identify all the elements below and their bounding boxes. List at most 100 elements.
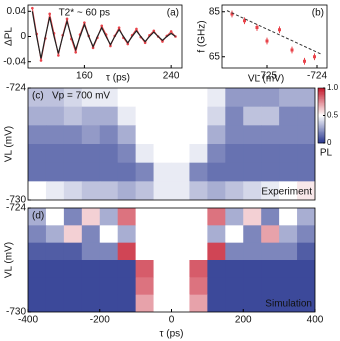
heatmap-cell [225,277,244,296]
heatmap-cell [45,208,65,226]
colorbar-strip [318,115,325,118]
heatmap-cell [279,162,298,182]
y-axis-label: ΔPL [4,27,15,46]
data-point [57,54,60,57]
heatmap-cell [243,162,262,182]
heatmap-cell [63,181,83,200]
heatmap-cell [45,125,65,145]
panel-label: (d) [32,211,44,222]
heatmap-cell [243,125,262,145]
heatmap-cell [153,125,172,145]
colorbar-strip [318,112,325,115]
panel-label: (b) [312,8,324,19]
heatmap-cell [135,162,155,182]
colorbar-strip [318,93,325,96]
heatmap-cell [135,88,155,108]
heatmap-cell [297,144,315,164]
heatmap-cell [243,144,262,164]
heatmap-cell [63,162,83,182]
heatmap-cell [117,277,137,296]
heatmap-cell [207,88,226,108]
colorbar-strip [318,104,325,107]
heatmap-cell [279,106,298,126]
heatmap-cell [153,294,172,312]
colorbar-strip [318,138,325,141]
heatmap-cell [135,208,155,226]
heatmap-cell [81,294,101,312]
heatmap-cell [28,162,47,182]
heatmap-cell [279,277,298,296]
y-axis-label: VL (mV) [4,126,15,162]
heatmap-cell [153,260,172,278]
heatmap-cell [207,208,226,226]
colorbar-strip [318,114,325,116]
colorbar-strip [318,141,325,144]
heatmap-cell [45,88,65,108]
heatmap-cell [261,208,280,226]
colorbar-strip [318,103,325,105]
x-tick-label: 0 [169,315,175,326]
colorbar-strip [318,119,325,122]
heatmap-cell [45,106,65,126]
heatmap-cell [189,106,208,126]
data-point [278,28,281,32]
colorbar-tick-label: 1.0 [327,83,339,92]
data-point [255,26,259,29]
heatmap-cell [279,208,298,226]
data-point [100,24,104,28]
heatmap-cell [81,181,101,200]
heatmap-cell [81,277,101,296]
heatmap-cell [135,181,155,200]
heatmap-cell [28,208,47,226]
heatmap-cell [189,88,208,108]
heatmap-cell [171,162,190,182]
heatmap-cell [225,88,244,108]
heatmap-cell [99,88,119,108]
heatmap-cell [135,106,155,126]
heatmap-cell [225,225,244,244]
heatmap-cell [261,181,280,200]
heatmap-cell [45,260,65,278]
heatmap-cell [243,277,262,296]
panel-caption: Simulation [265,299,312,310]
heatmap-cell [153,277,172,296]
colorbar-strip [318,107,325,109]
y-tick-label: -0.04 [3,56,26,67]
data-point [243,19,246,23]
heatmap-cell [279,88,298,108]
heatmap-cell [297,260,315,278]
heatmap-cell [117,260,137,278]
colorbar-strip [318,88,325,90]
heatmap-cell [63,125,83,145]
heatmap-cell [243,106,262,126]
heatmap-cell [153,88,172,108]
heatmap-cell [171,260,190,278]
heatmap-cell [279,242,298,261]
data-point [290,48,294,52]
heatmap-cell [189,260,208,278]
heatmap-cell [171,277,190,296]
heatmap-cell [63,294,83,312]
colorbar-strip [318,133,325,136]
heatmap-cell [153,106,172,126]
heatmap-cell [171,88,190,108]
colorbar-strip [318,137,325,140]
data-point [169,30,173,33]
heatmap-cell [297,225,315,244]
heatmap-cell [207,144,226,164]
heatmap-cell [261,260,280,278]
colorbar-strip [318,132,325,134]
heatmap-cell [171,125,190,145]
data-line [31,11,176,59]
heatmap-cell [297,294,315,312]
heatmap-cell [279,225,298,244]
colorbar-strip [318,118,325,120]
colorbar-strip [318,99,325,101]
heatmap-cell [297,162,315,182]
x-tick-label: -724 [307,71,327,82]
heatmap-cell [117,88,137,108]
y-axis-label: f (GHz) [197,20,208,52]
heatmap-cell [261,144,280,164]
heatmap-cell [279,181,298,200]
